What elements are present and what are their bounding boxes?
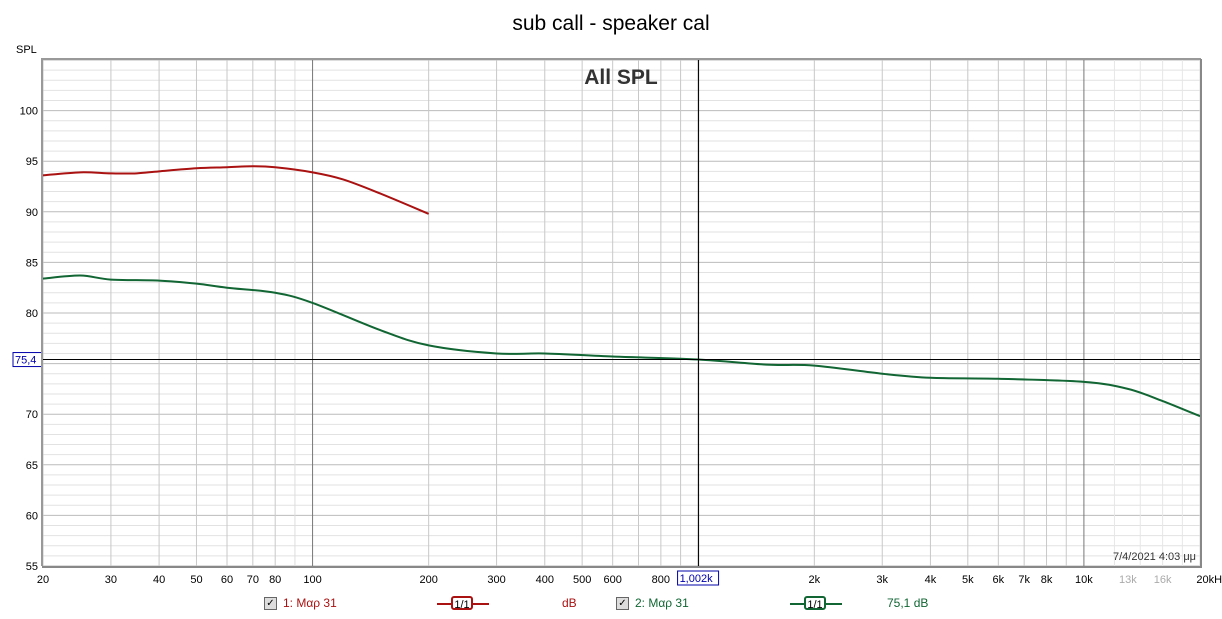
cursor-x-readout: 1,002k [680,573,714,585]
series-1-checkbox[interactable]: ✓ [264,596,277,610]
series-1-name: 1: Μαρ 31 [283,596,337,610]
x-tick-label: 800 [652,574,670,586]
x-tick-label: 8k [1041,574,1053,586]
series-lines [42,165,1201,418]
x-tick-label: 20 [37,574,49,586]
x-tick-label: 30 [105,574,117,586]
x-tick-label: 80 [269,574,281,586]
x-tick-label: 300 [487,574,505,586]
y-tick-label: 90 [26,207,38,219]
grid [42,59,1201,567]
x-tick-label: 100 [303,574,321,586]
series-2-name: 2: Μαρ 31 [635,596,689,610]
x-tick-label: 6k [993,574,1005,586]
cursor-y-readout: 75,4 [15,355,36,367]
chart-title: sub call - speaker cal [512,12,709,35]
timestamp: 7/4/2021 4:03 μμ [1113,551,1196,563]
y-tick-label: 100 [20,106,38,118]
y-ticks: 55 60 65 70 80 85 90 95 100 [20,106,38,573]
series-2-checkbox[interactable]: ✓ [616,596,629,610]
y-tick-label: 80 [26,308,38,320]
spl-chart[interactable]: sub call - speaker cal SPL 20 30 40 50 60 70 8… [0,0,1222,595]
series-2-smoothing[interactable]: 1/1 [790,596,842,611]
x-tick-label: 600 [603,574,621,586]
x-tick-label: 70 [247,574,259,586]
x-tick-label: 5k [962,574,974,586]
x-tick-label: 10k [1075,574,1093,586]
y-tick-label: 95 [26,156,38,168]
x-tick-label: 4k [925,574,937,586]
x-tick-label: 500 [573,574,591,586]
x-tick-label: 16k [1154,574,1172,586]
cursor-x-readout-box [677,570,720,586]
x-tick-label: 50 [190,574,202,586]
legend-series-1[interactable]: ✓ 1: Μαρ 31 [264,596,337,610]
series-1-line [42,165,430,215]
y-tick-label: 85 [26,257,38,269]
x-tick-label: 40 [153,574,165,586]
y-tick-label: 55 [26,561,38,573]
x-tick-label: 20kHz [1196,574,1222,586]
y-axis-label: SPL [16,44,37,56]
x-tick-label: 3k [876,574,888,586]
y-tick-label: 65 [26,460,38,472]
x-ticks: 20 30 40 50 60 70 80 100 200 300 400 500 600 800 2k 3k 4… [37,574,1222,586]
x-tick-label: 13k [1119,574,1137,586]
x-tick-label: 60 [221,574,233,586]
x-tick-label: 200 [419,574,437,586]
series-2-smoothing-label: 1/1 [804,596,826,611]
series-1-smoothing[interactable]: 1/1 [437,596,489,611]
series-2-value: 75,1 dB [887,596,929,610]
series-1-smoothing-label: 1/1 [451,596,473,611]
chart-subtitle: All SPL [584,66,658,89]
x-tick-label: 7k [1018,574,1030,586]
y-tick-label: 60 [26,510,38,522]
x-tick-label: 400 [536,574,554,586]
series-2-line [42,274,1201,418]
legend-series-2[interactable]: ✓ 2: Μαρ 31 [616,596,689,610]
y-tick-label: 70 [26,409,38,421]
x-tick-label: 2k [809,574,821,586]
series-1-value: dB [562,596,577,610]
